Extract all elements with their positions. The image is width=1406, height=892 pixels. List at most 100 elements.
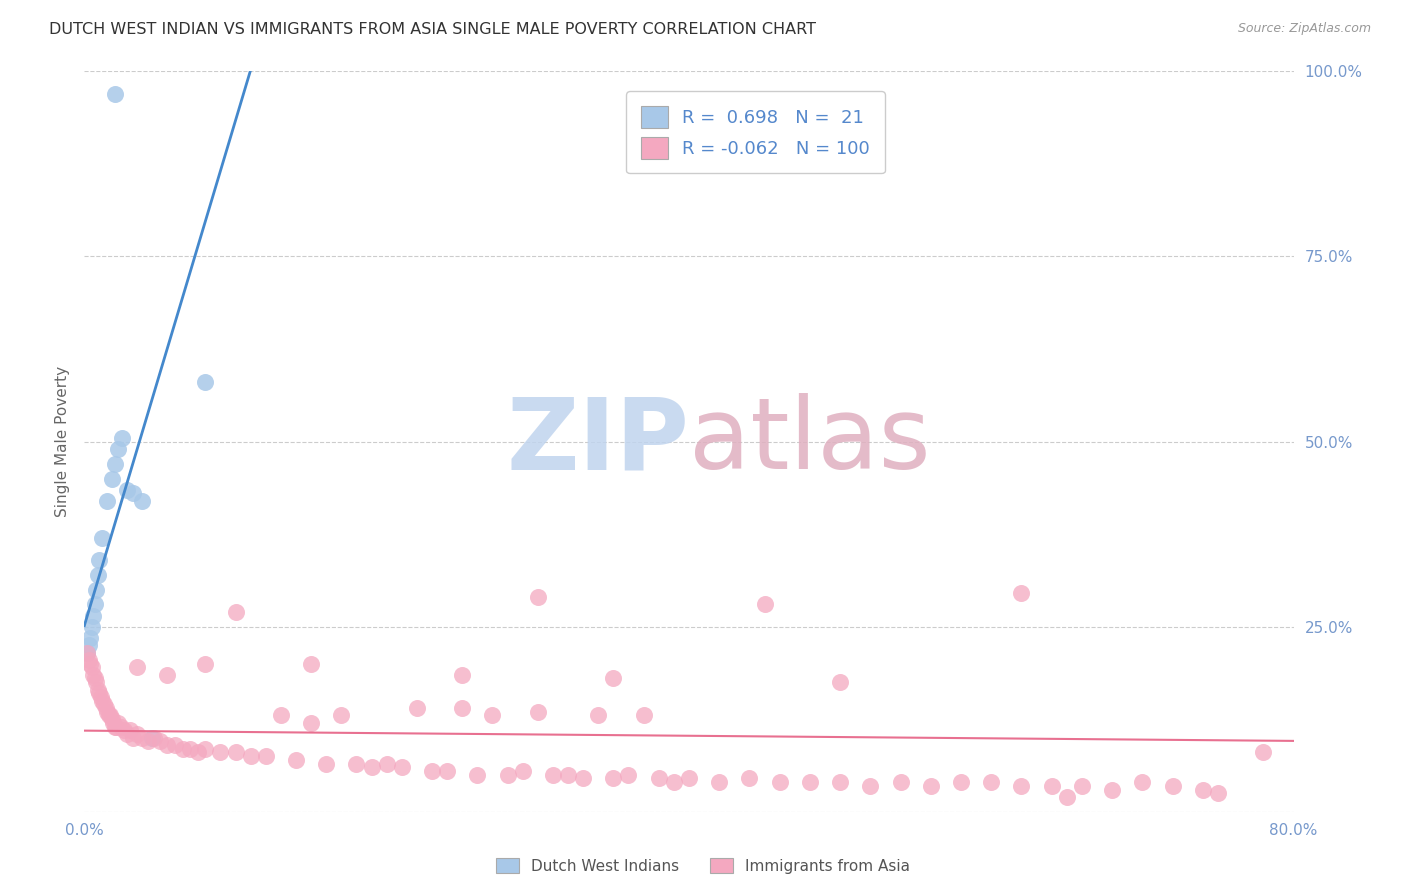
Point [481,708,503,723]
Point [890,775,912,789]
Point [118,723,141,738]
Point [1101,782,1123,797]
Point [225,746,247,760]
Point [89,686,111,700]
Point [541,767,564,781]
Text: atlas: atlas [689,393,931,490]
Text: DUTCH WEST INDIAN VS IMMIGRANTS FROM ASIA SINGLE MALE POVERTY CORRELATION CHART: DUTCH WEST INDIAN VS IMMIGRANTS FROM ASI… [49,22,817,37]
Point [678,772,700,786]
Point [285,753,308,767]
Point [1040,779,1063,793]
Point [1011,779,1033,793]
Point [93,698,115,712]
Point [107,442,129,456]
Point [165,738,187,752]
Point [859,779,882,793]
Point [738,772,761,786]
Point [131,493,153,508]
Point [94,701,117,715]
Point [225,605,247,619]
Legend: R =  0.698   N =  21, R = -0.062   N = 100: R = 0.698 N = 21, R = -0.062 N = 100 [626,92,884,173]
Point [87,682,110,697]
Point [86,582,108,597]
Point [467,767,489,781]
Point [156,667,179,681]
Point [115,483,138,497]
Point [111,431,134,445]
Point [141,731,163,745]
Point [1253,746,1275,760]
Point [436,764,458,778]
Point [107,715,129,730]
Point [1071,779,1094,793]
Point [97,708,120,723]
Point [406,701,429,715]
Point [496,767,519,781]
Point [602,672,624,686]
Point [104,87,127,101]
Point [115,727,138,741]
Point [299,657,322,671]
Point [80,660,103,674]
Point [830,675,852,690]
Point [194,376,217,390]
Point [91,531,114,545]
Point [209,746,232,760]
Point [82,667,104,681]
Point [104,720,127,734]
Point [1161,779,1184,793]
Point [254,749,277,764]
Point [754,598,776,612]
Point [512,764,534,778]
Point [617,767,640,781]
Point [77,638,100,652]
Point [633,708,655,723]
Point [1192,782,1215,797]
Point [100,471,122,485]
Text: Source: ZipAtlas.com: Source: ZipAtlas.com [1237,22,1371,36]
Point [90,690,112,704]
Point [709,775,731,789]
Point [187,746,209,760]
Point [127,727,149,741]
Point [105,720,128,734]
Point [121,486,143,500]
Point [1056,789,1078,804]
Point [86,675,108,690]
Point [451,667,474,681]
Point [527,705,550,719]
Point [239,749,262,764]
Point [82,608,104,623]
Point [84,672,107,686]
Point [101,715,124,730]
Point [1011,586,1033,600]
Point [662,775,685,789]
Point [315,756,337,771]
Point [156,738,179,752]
Point [112,723,135,738]
Point [346,756,368,771]
Point [980,775,1002,789]
Point [1130,775,1153,789]
Point [270,708,292,723]
Point [91,694,114,708]
Y-axis label: Single Male Poverty: Single Male Poverty [55,366,70,517]
Point [127,660,149,674]
Point [84,598,107,612]
Point [360,760,382,774]
Point [330,708,353,723]
Point [87,567,110,582]
Point [194,741,217,756]
Point [89,553,111,567]
Point [391,760,413,774]
Point [79,631,101,645]
Point [121,731,143,745]
Point [76,646,98,660]
Point [179,741,201,756]
Point [420,764,443,778]
Point [98,708,121,723]
Point [79,657,101,671]
Point [299,715,322,730]
Point [1206,786,1229,800]
Point [172,741,194,756]
